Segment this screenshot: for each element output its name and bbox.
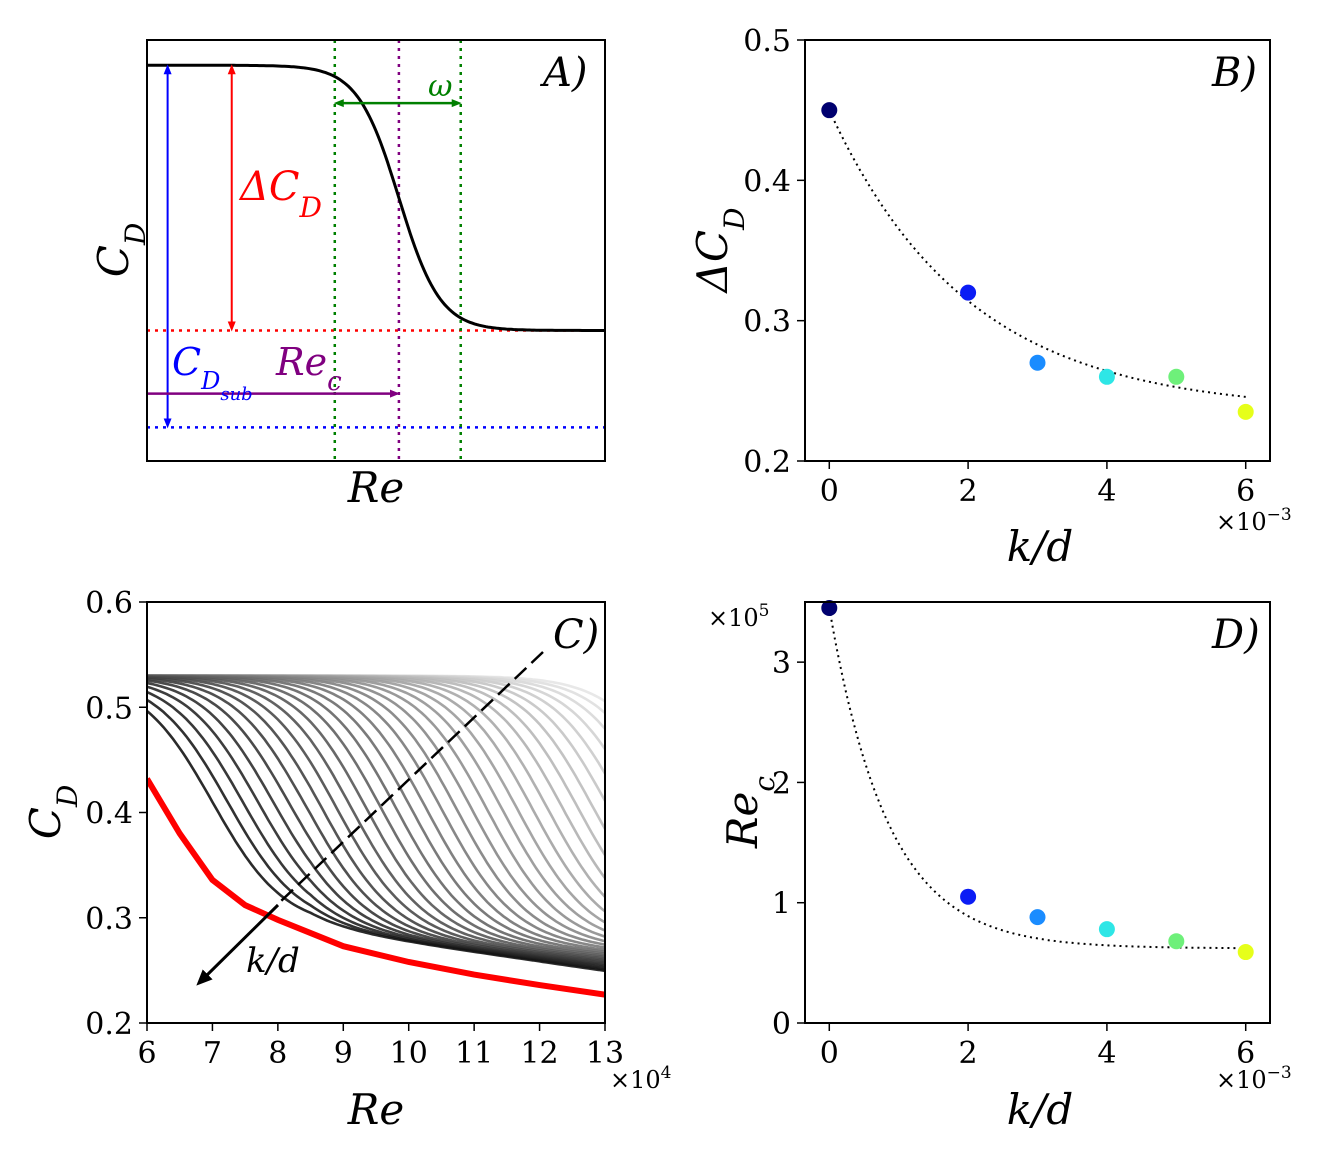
panel-b-plot [821, 102, 1254, 420]
panel-c-label: C) [553, 612, 599, 658]
panel-b: 0 2 4 6 0.2 0.3 0.4 0.5 B) k/d ΔCD ×10−3 [688, 24, 1292, 571]
panel-c-ylabel: CD [21, 785, 84, 840]
panel-c-xtick-label: 7 [203, 1036, 222, 1071]
panel-b-xtick-label: 6 [1236, 474, 1255, 509]
family-curve [147, 674, 605, 898]
panel-c-xtick-label: 6 [137, 1036, 156, 1071]
trend-arrow [196, 903, 280, 986]
panel-c-xtick-label: 9 [334, 1036, 353, 1071]
panel-d-ymultiplier: ×105 [708, 601, 769, 632]
panel-d-point [1168, 933, 1185, 950]
panel-b-xtick-label: 0 [820, 474, 839, 509]
panel-c-ytick-label: 0.6 [85, 586, 133, 621]
rec-label: Rec [275, 340, 342, 397]
panel-d-xticks: 0 2 4 6 [820, 1023, 1255, 1071]
panel-d-point [1237, 944, 1254, 961]
panel-b-ylabel: ΔCD [688, 208, 751, 295]
panel-d-label: D) [1211, 612, 1260, 658]
panel-b-ytick-label: 0.4 [743, 164, 791, 199]
panel-d: 0 2 4 6 0 1 2 3 D) k/d Rec ×10−3 ×105 [708, 600, 1292, 1134]
panel-d-point [960, 888, 977, 905]
panel-c-xtick-label: 12 [520, 1036, 558, 1071]
panel-d-yticks: 0 1 2 3 [772, 646, 805, 1042]
envelope-curve [147, 777, 605, 998]
panel-a: A) Re CD ΔCD CDsub Rec ω [89, 39, 606, 512]
panel-b-xtick-label: 2 [959, 474, 978, 509]
panel-c-xtick-label: 11 [455, 1036, 493, 1071]
panel-a-xlabel: Re [347, 463, 404, 512]
panel-b-yticks: 0.2 0.3 0.4 0.5 [743, 24, 805, 480]
panel-d-ytick-label: 0 [772, 1007, 791, 1042]
panel-d-fit-curve [828, 607, 1246, 950]
panel-d-xmultiplier: ×10−3 [1216, 1063, 1292, 1094]
panel-a-frame [146, 39, 606, 462]
omega-label: ω [428, 69, 452, 104]
panel-d-ytick-label: 3 [772, 646, 791, 681]
panel-b-point [1168, 368, 1185, 385]
panel-b-label: B) [1211, 50, 1257, 96]
panel-c-xtick-label: 8 [268, 1036, 287, 1071]
panel-d-xtick-label: 6 [1236, 1036, 1255, 1071]
panel-b-point [1237, 403, 1254, 420]
panel-c-ytick-label: 0.2 [85, 1007, 133, 1042]
panel-c-ytick-label: 0.4 [85, 797, 133, 832]
panel-c-plot [147, 674, 605, 998]
trend-line [279, 651, 544, 903]
panel-a-plot [147, 40, 605, 461]
panel-b-ytick-label: 0.2 [743, 445, 791, 480]
panel-b-point [821, 102, 838, 119]
cd-curve [147, 63, 605, 332]
panel-d-plot [821, 600, 1254, 961]
delta-cd-label: ΔCD [238, 164, 322, 224]
panel-b-point [960, 284, 977, 301]
panel-d-point [1029, 909, 1046, 926]
panel-d-frame [804, 601, 1271, 1024]
panel-a-ylabel: CD [89, 223, 152, 278]
family-curve [147, 675, 605, 959]
panel-d-point [1098, 921, 1115, 938]
panel-b-frame [804, 39, 1271, 462]
panel-d-xtick-label: 4 [1097, 1036, 1116, 1071]
panel-d-xlabel: k/d [1007, 1085, 1074, 1134]
panel-b-xtick-label: 4 [1097, 474, 1116, 509]
panel-b-ytick-label: 0.3 [743, 305, 791, 340]
family-curve [147, 675, 605, 960]
panel-b-xmultiplier: ×10−3 [1216, 505, 1292, 536]
panel-d-point [821, 600, 838, 617]
panel-c-xlabel: Re [347, 1085, 404, 1134]
panel-d-xtick-label: 2 [959, 1036, 978, 1071]
panel-b-xlabel: k/d [1007, 522, 1074, 571]
panel-b-xticks: 0 2 4 6 [820, 461, 1255, 509]
panel-c-xtick-label: 10 [390, 1036, 428, 1071]
panel-c-ytick-label: 0.3 [85, 902, 133, 937]
panel-c-ytick-label: 0.5 [85, 691, 133, 726]
panel-b-point [1098, 368, 1115, 385]
panel-a-label: A) [539, 50, 588, 96]
panel-c-xticks: 6 7 8 9 10 11 12 13 [137, 1023, 624, 1071]
panel-b-point [1029, 354, 1046, 371]
family-curve [147, 675, 605, 961]
panel-d-ylabel: Rec [718, 776, 781, 849]
panel-c-xtick-label: 13 [586, 1036, 624, 1071]
trend-label: k/d [246, 941, 300, 981]
panel-c: 6 7 8 9 10 11 12 13 0.2 0.3 0.4 0.5 0.6 C) Re CD ×1… [21, 586, 671, 1134]
panel-d-ytick-label: 1 [772, 887, 791, 922]
family-curve [147, 710, 605, 973]
panel-b-ytick-label: 0.5 [743, 24, 791, 59]
panel-b-fit-curve [828, 109, 1246, 398]
panel-d-ytick-label: 2 [772, 766, 791, 801]
panel-c-xmultiplier: ×104 [610, 1063, 671, 1094]
panel-d-xtick-label: 0 [820, 1036, 839, 1071]
family-curve [147, 674, 605, 957]
panel-c-yticks: 0.2 0.3 0.4 0.5 0.6 [85, 586, 147, 1042]
